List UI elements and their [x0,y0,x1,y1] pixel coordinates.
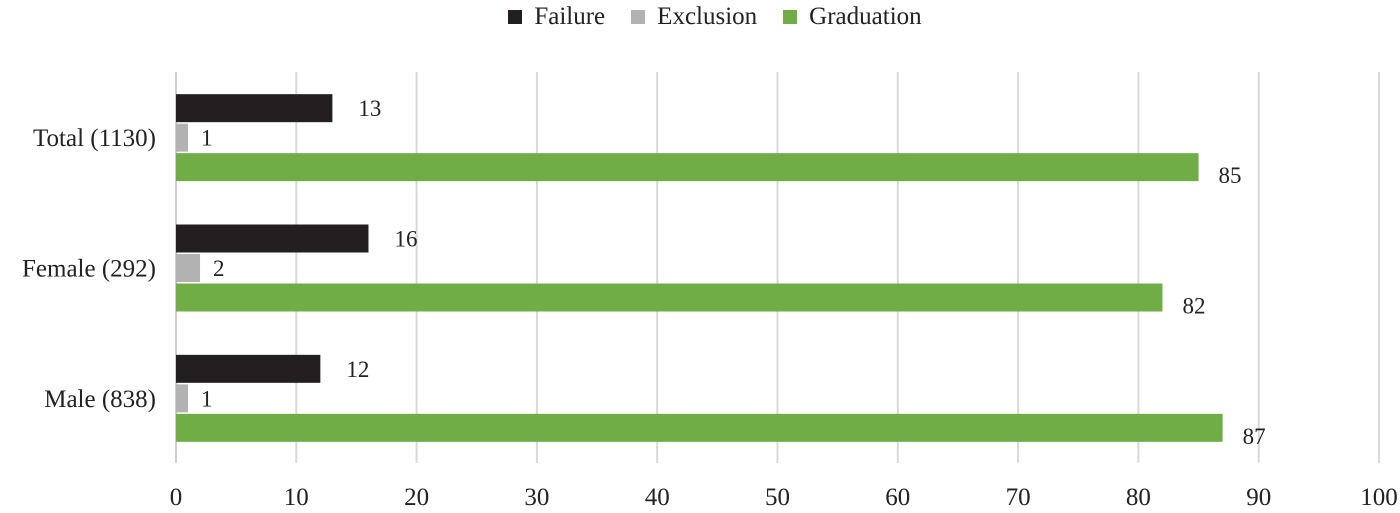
legend-label: Exclusion [657,3,758,30]
legend-item-graduation: Graduation [783,3,922,31]
data-label: 82 [1182,294,1205,319]
legend-swatch [508,10,523,24]
bar-graduation [176,413,1223,442]
data-label: 12 [346,357,369,382]
data-label: 87 [1243,424,1266,449]
data-label: 2 [213,256,225,281]
legend-label: Graduation [809,3,922,30]
bar-exclusion [176,254,201,282]
x-tick-label: 20 [404,484,429,511]
bar-exclusion [176,123,189,152]
x-tick-label: 100 [1360,484,1398,511]
data-label: 1 [201,386,213,411]
bar-graduation [176,283,1163,312]
category-label: Total (1130) [33,125,156,152]
bar-failure [176,224,369,253]
data-label: 13 [358,96,381,121]
bar-failure [176,354,321,383]
x-tick-label: 90 [1246,484,1271,511]
x-tick-label: 30 [524,484,549,511]
data-label: 85 [1219,163,1242,188]
x-tick-label: 70 [1006,484,1031,511]
legend-item-exclusion: Exclusion [631,3,757,31]
legend-swatch [783,10,798,24]
x-tick-label: 10 [284,484,309,511]
category-label: Male (838) [44,386,156,413]
bar-failure [176,94,333,123]
x-tick-label: 0 [170,484,183,511]
data-label: 1 [201,126,213,151]
bar-graduation [176,153,1199,182]
x-tick-label: 80 [1126,484,1151,511]
legend-item-failure: Failure [508,3,605,31]
x-tick-label: 40 [645,484,670,511]
x-tick-label: 60 [885,484,910,511]
legend-label: Failure [534,3,606,30]
legend-swatch [631,10,646,24]
data-label: 16 [394,227,417,252]
bar-exclusion [176,384,189,413]
x-tick-label: 50 [765,484,790,511]
category-label: Female (292) [22,256,156,283]
legend: Failure Exclusion Graduation [0,0,1400,34]
